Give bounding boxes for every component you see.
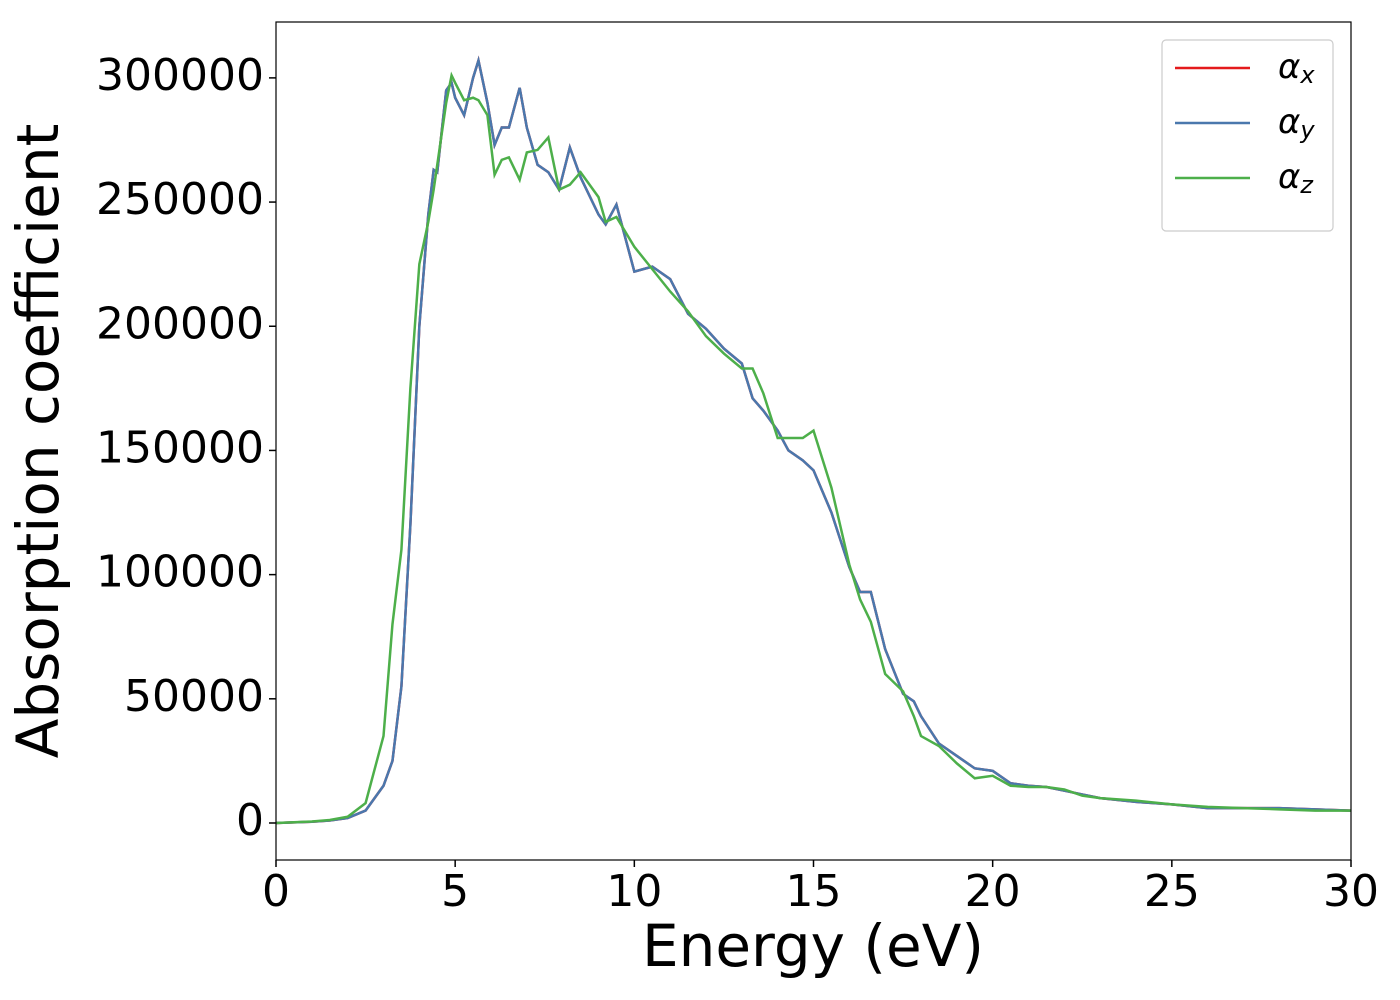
y-tick-label: 50000 — [124, 671, 264, 722]
x-tick-label: 20 — [965, 866, 1021, 917]
x-tick-label: 10 — [606, 866, 662, 917]
y-tick-label: 0 — [236, 795, 264, 846]
x-tick-label: 25 — [1144, 866, 1200, 917]
y-tick-label: 250000 — [96, 174, 264, 225]
legend-label: αz — [1278, 157, 1314, 200]
y-axis-label: Absorption coefficient — [4, 124, 72, 759]
x-tick-label: 15 — [786, 866, 842, 917]
legend-label: αx — [1278, 47, 1315, 90]
legend-box — [1161, 39, 1334, 232]
y-tick-label: 300000 — [96, 50, 264, 101]
y-tick-label: 200000 — [96, 298, 264, 349]
x-tick-label: 0 — [262, 866, 290, 917]
x-tick-label: 30 — [1323, 866, 1379, 917]
x-tick-label: 5 — [441, 866, 469, 917]
y-tick-label: 100000 — [96, 547, 264, 598]
data-line — [275, 71, 1351, 825]
legend-label: αy — [1278, 102, 1315, 145]
y-tick-label: 150000 — [96, 422, 264, 473]
plot-frame — [275, 21, 1352, 861]
x-axis-label: Energy (eV) — [642, 912, 984, 980]
